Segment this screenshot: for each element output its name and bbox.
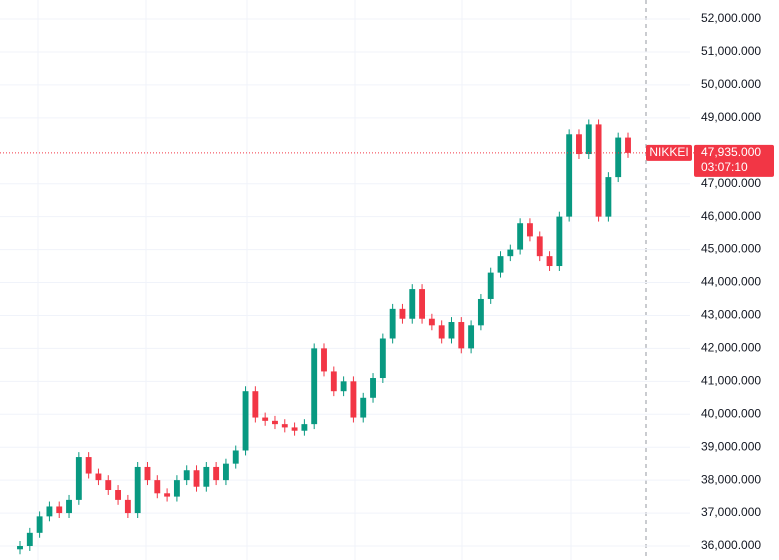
y-tick-label: 41,000.000 bbox=[701, 373, 761, 387]
y-tick-label: 49,000.000 bbox=[701, 110, 761, 124]
y-tick-label: 44,000.000 bbox=[701, 275, 761, 289]
y-tick-label: 36,000.000 bbox=[701, 538, 761, 552]
candle-body bbox=[17, 546, 23, 550]
y-tick-label: 50,000.000 bbox=[701, 77, 761, 91]
candle-body bbox=[546, 256, 553, 267]
symbol-tag bbox=[646, 144, 692, 161]
candle-body bbox=[595, 124, 602, 217]
y-tick-label: 40,000.000 bbox=[701, 406, 761, 420]
candle-body bbox=[321, 348, 327, 372]
candle-body bbox=[85, 457, 92, 474]
symbol-label: NIKKEI bbox=[649, 145, 688, 159]
candle-body bbox=[585, 124, 592, 155]
y-tick-label: 38,000.000 bbox=[701, 472, 761, 486]
candle-body bbox=[222, 463, 229, 481]
candle-body bbox=[526, 223, 533, 237]
candle-body bbox=[340, 381, 347, 392]
candle-body bbox=[56, 506, 63, 514]
candle-body bbox=[379, 338, 386, 379]
candle-body bbox=[75, 457, 82, 500]
candle-body bbox=[173, 480, 180, 497]
candle-body bbox=[115, 490, 122, 500]
candle-body bbox=[428, 318, 435, 326]
candle-body bbox=[409, 289, 416, 319]
candle-body bbox=[272, 420, 278, 425]
y-tick-label: 46,000.000 bbox=[701, 209, 761, 223]
candle-body bbox=[625, 137, 631, 153]
candle-body bbox=[124, 499, 131, 514]
candle-body bbox=[477, 298, 484, 326]
candle-body bbox=[399, 308, 406, 319]
candle-body bbox=[458, 322, 465, 349]
candle-body bbox=[448, 322, 455, 339]
candle-body bbox=[66, 499, 72, 514]
candle-body bbox=[164, 493, 171, 497]
y-tick-label: 47,000.000 bbox=[701, 176, 761, 190]
candle-body bbox=[330, 371, 337, 392]
candle-body bbox=[556, 216, 563, 267]
candle-body bbox=[95, 473, 102, 481]
candle-body bbox=[213, 466, 220, 481]
candle-body bbox=[487, 272, 494, 299]
y-tick-label: 45,000.000 bbox=[701, 242, 761, 256]
candle-body bbox=[536, 236, 543, 257]
countdown-label: 03:07:10 bbox=[701, 160, 748, 174]
candle-body bbox=[134, 466, 141, 514]
price-label: 47,935.000 bbox=[701, 145, 761, 159]
candle-body bbox=[468, 325, 475, 349]
candle-body bbox=[36, 516, 43, 533]
candle-body bbox=[291, 427, 298, 431]
candle-body bbox=[497, 256, 504, 273]
candle-body bbox=[301, 424, 308, 431]
candle-body bbox=[154, 480, 161, 494]
candle-body bbox=[262, 417, 269, 421]
candle-body bbox=[566, 134, 573, 217]
price-tag bbox=[694, 144, 774, 177]
y-tick-label: 51,000.000 bbox=[701, 44, 761, 58]
y-tick-label: 42,000.000 bbox=[701, 341, 761, 355]
candle-body bbox=[252, 391, 259, 418]
candle-body bbox=[242, 391, 249, 451]
vertical-grid bbox=[37, 0, 572, 560]
candle-body bbox=[389, 308, 396, 339]
candle-body bbox=[281, 424, 288, 428]
candle-body bbox=[576, 134, 582, 155]
candle-body bbox=[203, 466, 210, 487]
candle-body bbox=[360, 397, 367, 418]
candle-body bbox=[370, 378, 376, 398]
candle-body bbox=[183, 470, 190, 481]
candle-body bbox=[46, 506, 53, 517]
y-tick-label: 39,000.000 bbox=[701, 439, 761, 453]
candle-body bbox=[144, 466, 151, 481]
candle-body bbox=[438, 325, 445, 339]
candle-body bbox=[507, 249, 514, 257]
candle-body bbox=[105, 480, 112, 491]
candle-body bbox=[232, 450, 239, 464]
y-tick-label: 43,000.000 bbox=[701, 308, 761, 322]
candle-body bbox=[419, 289, 426, 319]
candle-body bbox=[517, 223, 524, 250]
candle-body bbox=[311, 348, 318, 425]
candle-body bbox=[605, 177, 612, 217]
y-tick-label: 37,000.000 bbox=[701, 505, 761, 519]
candle-body bbox=[193, 470, 200, 487]
candle-body bbox=[26, 532, 33, 547]
y-tick-label: 52,000.000 bbox=[701, 11, 761, 25]
candle-body bbox=[350, 381, 357, 418]
candle-body bbox=[615, 137, 622, 178]
